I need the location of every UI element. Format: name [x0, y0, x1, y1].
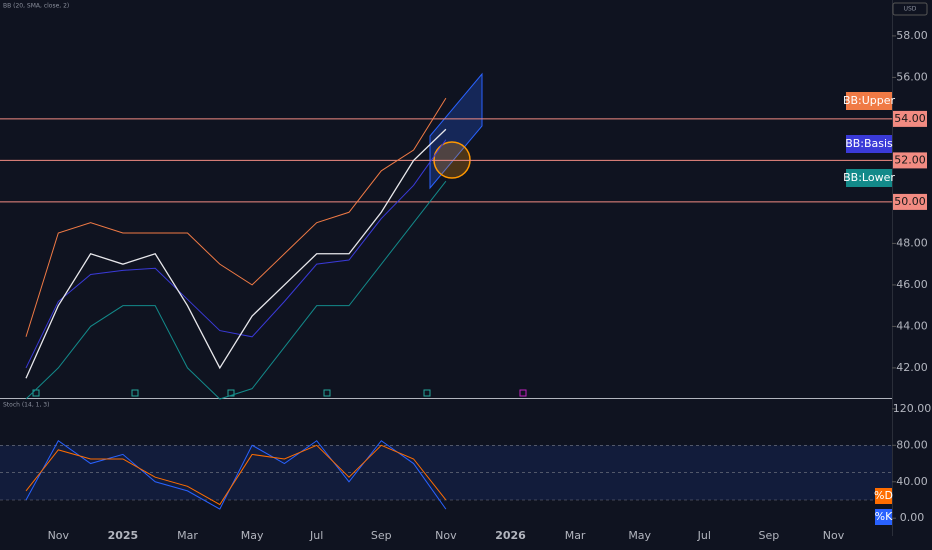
- stoch-title: Stoch (14, 1, 3): [3, 402, 49, 409]
- indicator-line: [25, 97, 447, 337]
- indicator-line: [25, 444, 447, 506]
- series-tag-box: [846, 135, 892, 153]
- level-box: [893, 152, 927, 169]
- x-tick-label: 2025: [108, 529, 139, 542]
- y-tick-label: 48.00: [896, 236, 928, 249]
- y-tick-label: 40.00: [896, 475, 928, 488]
- y-tick-label: 120.00: [893, 402, 932, 415]
- level-box: [893, 193, 927, 210]
- level-label: 54.00: [894, 112, 926, 125]
- x-tick-label: Jul: [697, 529, 711, 542]
- x-tick-label: Mar: [565, 529, 586, 542]
- x-tick-label: Nov: [435, 529, 457, 542]
- level-box: [893, 110, 927, 127]
- event-marker: [423, 389, 431, 397]
- series-tag: BB:Upper: [843, 94, 896, 107]
- channel-drawing: [429, 72, 483, 190]
- x-tick-label: Sep: [371, 529, 392, 542]
- y-tick-label: 56.00: [896, 70, 928, 83]
- series-tag: BB:Lower: [843, 171, 895, 184]
- level-label: 50.00: [894, 195, 926, 208]
- series-tag-box: [846, 92, 892, 110]
- level-label: 52.00: [894, 153, 926, 166]
- x-tick-label: May: [241, 529, 264, 542]
- y-tick-label: 44.00: [896, 319, 928, 332]
- event-marker: [519, 389, 527, 397]
- indicator-line: [25, 180, 447, 400]
- y-tick-label: 0.00: [900, 511, 925, 524]
- currency: USD: [904, 6, 917, 13]
- x-tick-label: Mar: [177, 529, 198, 542]
- event-marker: [227, 389, 235, 397]
- event-marker: [323, 389, 331, 397]
- series-tag: %K: [875, 510, 893, 523]
- indicator-line: [25, 139, 447, 369]
- x-tick-label: Sep: [759, 529, 780, 542]
- x-tick-label: Jul: [309, 529, 323, 542]
- series-tag-box: [875, 488, 892, 504]
- y-tick-label: 80.00: [896, 438, 928, 451]
- y-tick-label: 42.00: [896, 361, 928, 374]
- event-marker: [131, 389, 139, 397]
- series-tag-box: [846, 169, 892, 187]
- x-tick-label: Nov: [48, 529, 70, 542]
- series-tag: %D: [874, 489, 893, 502]
- series-tag-box: [875, 509, 892, 525]
- y-tick-label: 46.00: [896, 278, 928, 291]
- indicator-line: [25, 440, 447, 510]
- x-tick-label: May: [628, 529, 651, 542]
- x-tick-label: 2026: [495, 529, 526, 542]
- currency-box: [892, 2, 928, 16]
- price-line: [25, 128, 447, 379]
- y-tick-label: 58.00: [896, 29, 928, 42]
- series-tag: BB:Basis: [845, 137, 893, 150]
- x-tick-label: Nov: [823, 529, 845, 542]
- indicator-title: BB (20, SMA, close, 2): [3, 3, 69, 10]
